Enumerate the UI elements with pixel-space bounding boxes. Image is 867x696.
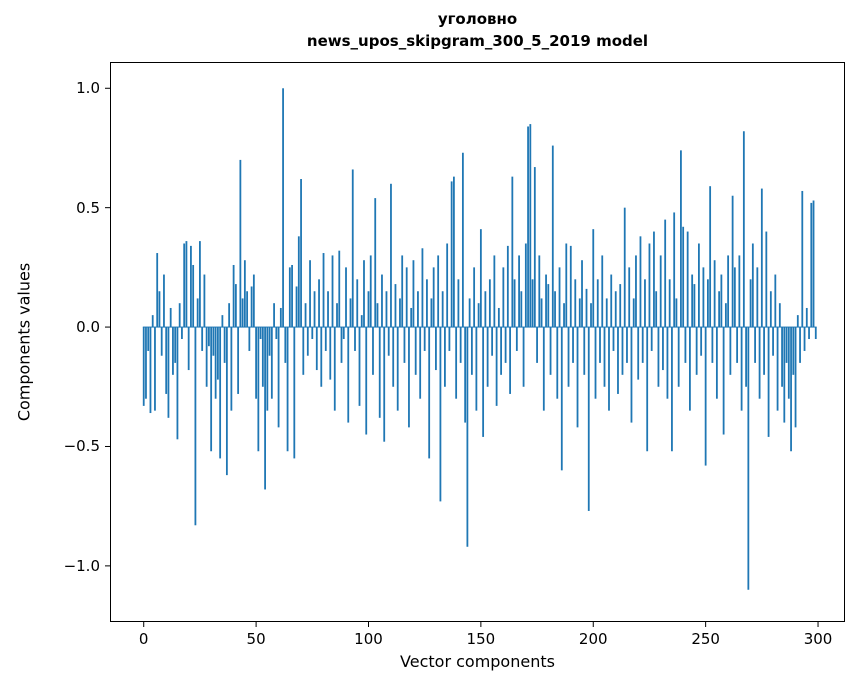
y-tick-label: 1.0 <box>76 79 100 98</box>
chart-title: уголовно news_upos_skipgram_300_5_2019 m… <box>110 8 845 52</box>
chart-title-model: news_upos_skipgram_300_5_2019 model <box>306 32 649 50</box>
x-tick-label: 50 <box>246 630 266 648</box>
y-tick-label: −1.0 <box>63 556 100 575</box>
x-tick-label: 150 <box>466 630 496 648</box>
y-tick-label: −0.5 <box>63 437 100 456</box>
x-axis-label: Vector components <box>400 652 555 671</box>
x-tick-label: 100 <box>354 630 383 648</box>
y-tick-label: 0.5 <box>76 198 100 217</box>
y-axis-label: Components values <box>14 262 34 422</box>
chart-title-word: уголовно <box>437 10 518 28</box>
plot-area <box>105 62 845 627</box>
y-tick-label: 0.0 <box>76 318 100 337</box>
x-tick-label: 200 <box>578 630 608 648</box>
x-tick-label: 250 <box>691 630 720 648</box>
x-tick-label: 300 <box>803 630 833 648</box>
x-tick-label: 0 <box>138 630 149 648</box>
